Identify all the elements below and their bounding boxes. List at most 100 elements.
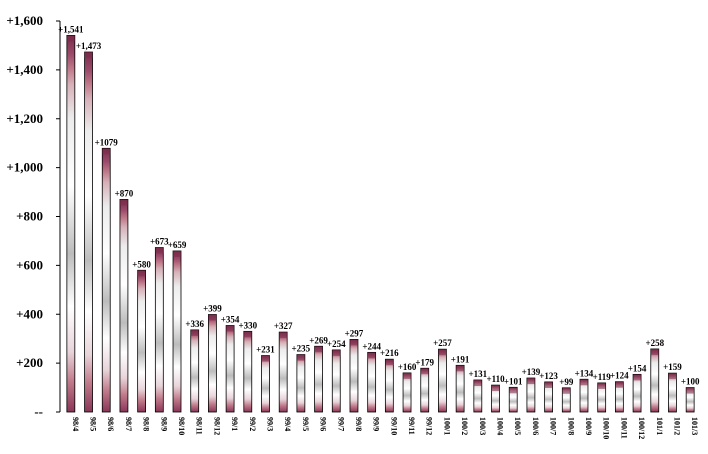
bar-top-band bbox=[102, 148, 111, 155]
data-label: +131 bbox=[468, 369, 487, 379]
x-tick-label: 99/12 bbox=[425, 417, 434, 435]
x-tick-label: 99/6 bbox=[319, 417, 328, 431]
x-tick-label: 98/12 bbox=[212, 417, 221, 435]
x-tick-label: 99/9 bbox=[372, 417, 381, 431]
data-label: +354 bbox=[221, 314, 240, 324]
bar bbox=[137, 269, 147, 413]
bar bbox=[261, 355, 270, 413]
x-tick-label: 101/3 bbox=[690, 417, 699, 435]
bar-top-band bbox=[190, 329, 199, 336]
bar bbox=[243, 330, 253, 413]
x-tick-label: 99/2 bbox=[248, 417, 257, 431]
data-label: +119 bbox=[593, 372, 612, 382]
x-tick-label: 100/12 bbox=[637, 417, 646, 439]
bar-top-band bbox=[526, 378, 535, 385]
data-label: +99 bbox=[559, 377, 574, 387]
bar-top-band bbox=[650, 348, 659, 355]
bar-top-band bbox=[137, 270, 146, 277]
bar bbox=[650, 348, 660, 413]
bar-top-band bbox=[562, 387, 571, 394]
x-tick-label: 99/11 bbox=[407, 417, 416, 435]
bar-top-band bbox=[66, 35, 75, 42]
x-tick-label: 100/8 bbox=[566, 417, 575, 435]
x-tick-label: 100/3 bbox=[478, 417, 487, 435]
bar-top-band bbox=[332, 349, 341, 356]
data-label: +659 bbox=[168, 240, 187, 250]
bar bbox=[190, 329, 200, 413]
bar bbox=[455, 364, 465, 413]
bar-top-band bbox=[473, 379, 482, 386]
data-label: +1,541 bbox=[58, 24, 84, 34]
bar-top-band bbox=[491, 385, 500, 392]
x-tick-label: 100/9 bbox=[584, 417, 593, 435]
x-tick-label: 101/1 bbox=[655, 417, 664, 435]
bar-top-band bbox=[420, 368, 429, 375]
bar-top-band bbox=[84, 52, 93, 59]
x-tick-label: 100/5 bbox=[513, 417, 522, 435]
x-tick-label: 100/10 bbox=[602, 417, 611, 439]
bar bbox=[66, 35, 76, 413]
bar-top-band bbox=[314, 346, 323, 353]
data-label: +1079 bbox=[95, 137, 119, 147]
x-tick-label: 98/7 bbox=[124, 417, 133, 431]
data-label: +134 bbox=[575, 368, 594, 378]
data-label: +231 bbox=[256, 345, 275, 355]
bar bbox=[84, 51, 93, 413]
x-tick-label: 100/1 bbox=[442, 417, 451, 435]
y-tick-label: -- bbox=[34, 404, 43, 419]
data-label: +179 bbox=[415, 357, 434, 367]
bar bbox=[384, 358, 394, 413]
bar-top-band bbox=[633, 374, 642, 381]
x-tick-label: 100/7 bbox=[549, 417, 558, 435]
x-tick-label: 100/4 bbox=[496, 417, 505, 435]
data-label: +254 bbox=[327, 339, 346, 349]
bar bbox=[367, 351, 377, 413]
data-label: +399 bbox=[203, 303, 222, 313]
bar-top-band bbox=[349, 339, 358, 346]
bar-top-band bbox=[456, 365, 465, 372]
bar-top-band bbox=[208, 314, 217, 321]
data-label: +235 bbox=[292, 344, 311, 354]
x-tick-label: 100/6 bbox=[531, 417, 540, 435]
bar bbox=[349, 339, 359, 413]
x-tick-label: 99/8 bbox=[354, 417, 363, 431]
bar bbox=[101, 147, 111, 413]
x-tick-label: 100/2 bbox=[460, 417, 469, 435]
data-label: +297 bbox=[345, 328, 364, 338]
data-label: +160 bbox=[398, 362, 417, 372]
data-label: +139 bbox=[522, 367, 541, 377]
y-tick-label: +1,000 bbox=[6, 160, 43, 175]
x-tick-label: 98/5 bbox=[89, 417, 98, 431]
x-tick-label: 98/4 bbox=[71, 417, 80, 431]
x-tick-label: 99/10 bbox=[389, 417, 398, 435]
bar bbox=[278, 331, 288, 413]
bar bbox=[420, 367, 430, 413]
bar-top-band bbox=[509, 387, 518, 394]
x-tick-label: 99/4 bbox=[283, 417, 292, 431]
data-label: +257 bbox=[433, 338, 452, 348]
x-tick-label: 99/3 bbox=[265, 417, 274, 431]
x-tick-label: 100/11 bbox=[619, 417, 628, 439]
y-tick-label: +600 bbox=[16, 257, 43, 272]
x-tick-label: 99/1 bbox=[230, 417, 239, 431]
bar-top-band bbox=[438, 349, 447, 356]
data-label: +124 bbox=[610, 371, 629, 381]
bar-top-band bbox=[367, 352, 376, 359]
data-label: +336 bbox=[185, 319, 204, 329]
y-tick-label: +800 bbox=[16, 209, 43, 224]
bar-top-band bbox=[544, 381, 553, 388]
data-label: +216 bbox=[380, 348, 399, 358]
data-label: +258 bbox=[645, 338, 664, 348]
bar-top-band bbox=[385, 359, 394, 366]
bar bbox=[438, 348, 447, 413]
bar bbox=[225, 325, 235, 413]
x-tick-label: 98/10 bbox=[177, 417, 186, 435]
bar-top-band bbox=[403, 372, 412, 379]
y-tick-label: +1,200 bbox=[6, 111, 43, 126]
bar bbox=[331, 349, 341, 413]
bar-top-band bbox=[155, 247, 164, 254]
data-label: +159 bbox=[663, 362, 682, 372]
data-label: +101 bbox=[504, 376, 523, 386]
data-label: +870 bbox=[115, 188, 134, 198]
